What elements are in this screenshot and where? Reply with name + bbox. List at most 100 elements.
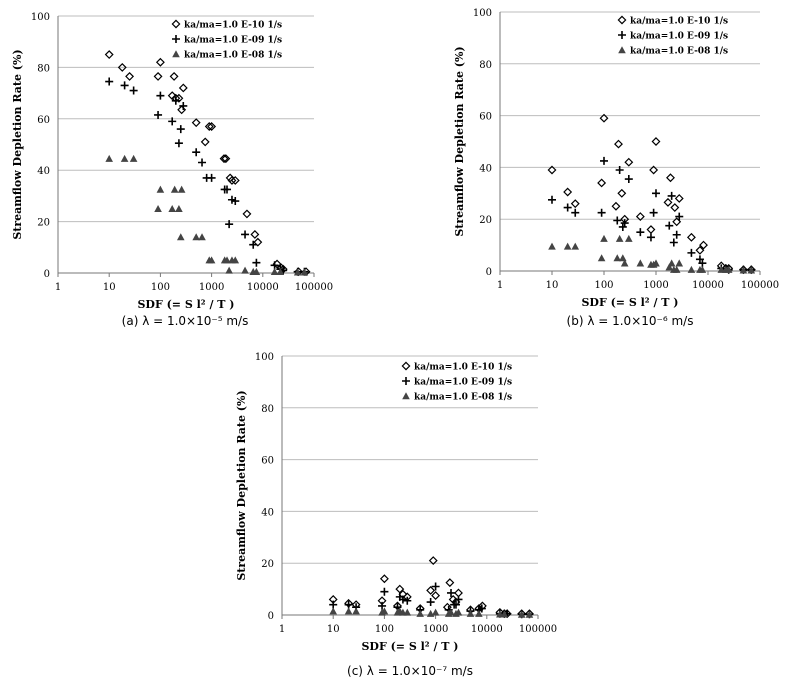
- data-point-plus: [426, 598, 435, 607]
- data-point-triangle: [270, 267, 279, 275]
- x-tick-label: 1: [497, 280, 503, 291]
- x-tick-label: 10000: [247, 282, 279, 293]
- legend-marker-plus: [402, 377, 410, 385]
- data-point-triangle: [120, 154, 129, 162]
- x-tick-label: 10000: [692, 280, 724, 291]
- x-tick-label: 100000: [295, 282, 333, 293]
- data-point-plus: [615, 165, 624, 174]
- x-tick-label: 100000: [519, 624, 557, 635]
- data-point-plus: [600, 156, 608, 165]
- data-point-diamond: [617, 188, 627, 198]
- data-point-plus: [344, 600, 353, 609]
- data-point-diamond: [104, 50, 114, 59]
- data-point-plus: [168, 117, 177, 126]
- data-point-plus: [687, 248, 696, 257]
- data-point-plus: [156, 91, 165, 100]
- y-tick-label: 60: [37, 115, 50, 126]
- data-point-triangle: [154, 204, 162, 212]
- data-point-plus: [129, 86, 138, 95]
- data-point-diamond: [200, 137, 210, 147]
- data-point-triangle: [672, 265, 681, 273]
- data-point-triangle: [403, 608, 412, 616]
- data-point-diamond: [242, 209, 252, 219]
- data-point-plus: [249, 240, 258, 249]
- data-point-plus: [624, 175, 633, 184]
- data-point-diamond: [221, 154, 231, 164]
- data-point-plus: [225, 220, 234, 229]
- x-axis-title: SDF (= S l² / T ): [361, 640, 458, 653]
- y-tick-label: 80: [479, 60, 492, 71]
- data-point-triangle: [613, 254, 622, 262]
- data-point-triangle: [241, 266, 249, 274]
- data-point-plus: [431, 582, 440, 591]
- legend-marker-diamond: [171, 19, 181, 29]
- data-point-plus: [698, 259, 707, 268]
- chart-c: 0 20 40 60 80 100 1 10 100 1000 10000 100000 SDF (= …: [235, 352, 557, 678]
- x-tick-label: 100: [594, 280, 613, 291]
- data-point-plus: [620, 219, 629, 228]
- data-point-diamond: [431, 591, 441, 601]
- data-point-triangle: [667, 259, 676, 267]
- legend-label: ka/ma=1.0 E-08 1/s: [184, 51, 282, 61]
- legend-marker-triangle: [172, 50, 180, 58]
- data-point-triangle: [380, 607, 389, 615]
- data-point-triangle: [156, 185, 165, 193]
- data-point-plus: [646, 233, 655, 242]
- data-point-plus: [192, 148, 201, 157]
- data-point-triangle: [225, 266, 233, 274]
- y-tick-label: 20: [37, 218, 50, 229]
- data-point-plus: [171, 96, 180, 105]
- y-tick-label: 60: [479, 112, 492, 123]
- data-point-plus: [241, 230, 250, 239]
- data-point-diamond: [611, 201, 621, 211]
- data-point-diamond: [153, 71, 163, 81]
- data-point-triangle: [665, 263, 674, 271]
- data-point-plus: [667, 191, 676, 200]
- data-point-diamond: [117, 62, 127, 72]
- data-point-triangle: [600, 234, 608, 242]
- legend-marker-diamond: [617, 15, 627, 25]
- data-point-triangle: [176, 233, 185, 241]
- data-point-diamond: [635, 212, 645, 222]
- legend-marker-diamond: [401, 361, 411, 371]
- data-point-triangle: [500, 610, 509, 618]
- data-point-diamond: [191, 118, 201, 128]
- data-point-triangle: [620, 259, 629, 267]
- y-axis-title: Streamflow Depletion Rate (%): [453, 46, 466, 236]
- data-point-triangle: [293, 268, 302, 276]
- data-point-plus: [174, 139, 183, 148]
- data-point-triangle: [431, 608, 440, 616]
- data-point-diamond: [204, 122, 214, 131]
- x-tick-label: 100: [375, 624, 394, 635]
- data-point-plus: [329, 600, 338, 609]
- data-point-triangle: [597, 254, 606, 262]
- legend-label: ka/ma=1.0 E-09 1/s: [414, 378, 512, 388]
- data-point-triangle: [207, 256, 216, 264]
- data-point-plus: [403, 596, 412, 605]
- data-point-triangle: [329, 607, 337, 615]
- x-axis-title: SDF (= S l² / T ): [581, 296, 678, 309]
- data-point-triangle: [466, 609, 475, 617]
- data-point-triangle: [198, 233, 206, 241]
- data-point-triangle: [475, 609, 483, 617]
- x-tick-label: 100: [151, 282, 170, 293]
- data-point-triangle: [416, 609, 424, 617]
- data-point-diamond: [250, 230, 260, 239]
- data-point-diamond: [570, 199, 580, 209]
- data-point-triangle: [571, 242, 580, 250]
- data-point-diamond: [624, 157, 634, 167]
- data-point-plus: [571, 208, 580, 217]
- data-point-triangle: [636, 259, 645, 267]
- x-tick-label: 100000: [741, 280, 779, 291]
- chart-b: 0 20 40 60 80 100 1 10 100 1000 10000 100000 SDF (= …: [453, 8, 779, 328]
- data-point-diamond: [674, 194, 684, 203]
- data-point-triangle: [300, 268, 309, 276]
- legend-label: ka/ma=1.0 E-09 1/s: [630, 32, 728, 42]
- y-tick-label: 80: [261, 404, 274, 415]
- data-point-plus: [652, 189, 660, 198]
- legend-label: ka/ma=1.0 E-10 1/s: [184, 21, 282, 31]
- data-point-diamond: [253, 237, 263, 247]
- chart-caption: (a) λ = 1.0×10⁻⁵ m/s: [122, 314, 249, 328]
- data-point-diamond: [207, 122, 217, 131]
- data-point-diamond: [695, 245, 705, 255]
